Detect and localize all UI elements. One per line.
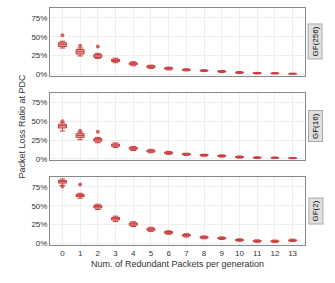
svg-text:11: 11	[253, 249, 262, 258]
svg-text:5: 5	[149, 249, 154, 258]
svg-text:2: 2	[96, 249, 101, 258]
svg-text:0%: 0%	[36, 155, 48, 164]
svg-text:50%: 50%	[31, 117, 47, 126]
svg-text:12: 12	[270, 249, 279, 258]
svg-text:13: 13	[288, 249, 297, 258]
svg-text:7: 7	[184, 249, 189, 258]
svg-text:50%: 50%	[31, 32, 47, 41]
svg-text:50%: 50%	[31, 202, 47, 211]
svg-text:6: 6	[166, 249, 171, 258]
svg-text:0: 0	[60, 249, 65, 258]
svg-text:3: 3	[113, 249, 118, 258]
svg-text:GF(2): GF(2)	[311, 200, 320, 221]
svg-text:75%: 75%	[31, 14, 47, 23]
svg-text:0%: 0%	[36, 70, 48, 79]
svg-text:9: 9	[220, 249, 225, 258]
svg-text:GF(16): GF(16)	[311, 113, 320, 139]
svg-text:8: 8	[202, 249, 207, 258]
svg-text:25%: 25%	[31, 220, 47, 229]
svg-text:75%: 75%	[31, 183, 47, 192]
svg-text:1: 1	[78, 249, 83, 258]
svg-text:GF(256): GF(256)	[311, 26, 320, 56]
svg-text:10: 10	[235, 249, 244, 258]
svg-text:75%: 75%	[31, 98, 47, 107]
svg-text:25%: 25%	[31, 51, 47, 60]
svg-text:25%: 25%	[31, 136, 47, 145]
svg-text:Packet Loss Ratio at PDC: Packet Loss Ratio at PDC	[17, 74, 27, 179]
svg-text:0%: 0%	[36, 239, 48, 248]
svg-text:Num. of Redundant Packets per: Num. of Redundant Packets per generation	[91, 259, 264, 269]
svg-text:4: 4	[131, 249, 136, 258]
